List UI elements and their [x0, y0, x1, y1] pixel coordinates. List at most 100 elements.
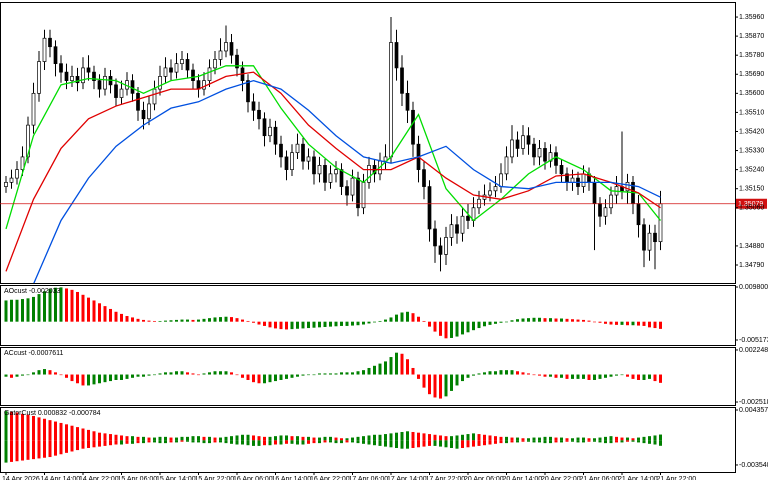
candle-body — [394, 42, 399, 69]
histogram-bar — [598, 374, 602, 379]
gator-bar — [389, 440, 393, 448]
histogram-bar — [103, 374, 107, 383]
gator-bar — [642, 436, 646, 441]
candle-body — [301, 143, 305, 162]
gator-bar — [197, 440, 200, 443]
gator-bar — [109, 440, 112, 446]
histogram-bar — [329, 373, 332, 375]
candle-body — [185, 59, 190, 71]
gator-bar — [103, 440, 107, 446]
moving-average-line — [33, 79, 661, 283]
histogram-bar — [109, 308, 112, 322]
gator-bar — [598, 440, 602, 443]
histogram-bar — [521, 372, 525, 375]
histogram-bar — [620, 321, 624, 325]
gator-bar — [224, 436, 228, 441]
gator-bar — [230, 436, 233, 441]
candle-body — [26, 124, 30, 158]
histogram-bar — [65, 374, 68, 378]
gator-bar — [274, 436, 277, 441]
gator-bar — [648, 436, 651, 441]
x-tick-label: 14 Apr 2026 — [2, 476, 40, 480]
histogram-bar — [191, 373, 195, 375]
y-tick-label: 1.35510 — [739, 109, 764, 116]
x-tick-label: 16 Apr 14:00 — [272, 476, 312, 480]
gator-bar — [356, 440, 360, 444]
gator-bar — [516, 440, 519, 443]
histogram-bar — [285, 374, 288, 379]
gator-bar — [219, 437, 222, 441]
gator-bar — [389, 433, 393, 441]
histogram-bar — [142, 319, 145, 322]
candle-body — [653, 232, 657, 243]
histogram-bar — [582, 374, 585, 379]
gator-bar — [257, 436, 261, 441]
gator-bar — [510, 437, 514, 441]
histogram-bar — [516, 319, 519, 322]
histogram-bar — [219, 371, 222, 375]
histogram-bar — [76, 291, 79, 322]
histogram-bar — [169, 320, 173, 322]
histogram-bar — [92, 300, 96, 322]
histogram-bar — [538, 317, 541, 322]
gator-bar — [285, 440, 288, 444]
candle-body — [174, 63, 179, 73]
candle-body — [438, 245, 443, 255]
candle-body — [119, 88, 124, 98]
gator-bar — [422, 440, 426, 447]
histogram-bar — [103, 306, 107, 322]
gator-bar — [521, 440, 525, 442]
gator-bar — [378, 440, 382, 446]
indicator-title: ACcust -0.0007611 — [4, 350, 64, 357]
histogram-bar — [329, 321, 332, 327]
histogram-bar — [213, 317, 217, 322]
gator-bar — [439, 440, 442, 447]
gator-bar — [109, 434, 112, 441]
histogram-bar — [290, 321, 294, 330]
gator-bar — [345, 440, 349, 443]
histogram-bar — [147, 374, 151, 376]
histogram-bar — [202, 373, 206, 375]
histogram-bar — [307, 321, 310, 329]
gator-bar — [279, 435, 283, 441]
gator-bar — [208, 436, 211, 441]
candle-body — [433, 228, 437, 247]
histogram-bar — [43, 291, 46, 322]
candle-body — [262, 118, 267, 137]
gator-bar — [54, 440, 57, 456]
histogram-bar — [37, 370, 41, 375]
histogram-bar — [318, 321, 321, 328]
x-tick-label: 20 Apr 14:00 — [503, 476, 543, 480]
gator-bar — [48, 440, 52, 458]
histogram-bar — [472, 374, 475, 376]
histogram-bar — [422, 320, 426, 322]
x-tick-label: 15 Apr 14:00 — [156, 476, 196, 480]
histogram-bar — [334, 321, 338, 327]
histogram-bar — [499, 321, 503, 323]
gator-bar — [114, 440, 118, 445]
histogram-bar — [340, 372, 343, 375]
gator-bar — [604, 440, 607, 444]
histogram-bar — [164, 372, 167, 375]
gator-bar — [593, 440, 596, 442]
histogram-bar — [10, 299, 13, 322]
gator-bar — [241, 434, 244, 441]
gator-bar — [659, 434, 662, 441]
gator-bar — [10, 440, 13, 462]
gator-bar — [92, 440, 96, 448]
gator-bar — [65, 424, 68, 441]
x-tick-label: 21 Apr 06:00 — [580, 476, 620, 480]
gator-bar — [334, 440, 338, 444]
gator-bar — [54, 421, 57, 441]
gator-bar — [70, 440, 74, 452]
x-tick-label: 15 Apr 22:00 — [195, 476, 235, 480]
candle-body — [521, 135, 525, 149]
gator-bar — [164, 440, 167, 444]
y-tick-label: 1.35870 — [739, 33, 764, 40]
histogram-bar — [32, 296, 35, 322]
gator-bar — [400, 431, 404, 441]
candle-body — [543, 148, 547, 162]
candle-body — [504, 156, 509, 175]
gator-bar — [175, 440, 178, 443]
gator-bar — [659, 440, 662, 446]
